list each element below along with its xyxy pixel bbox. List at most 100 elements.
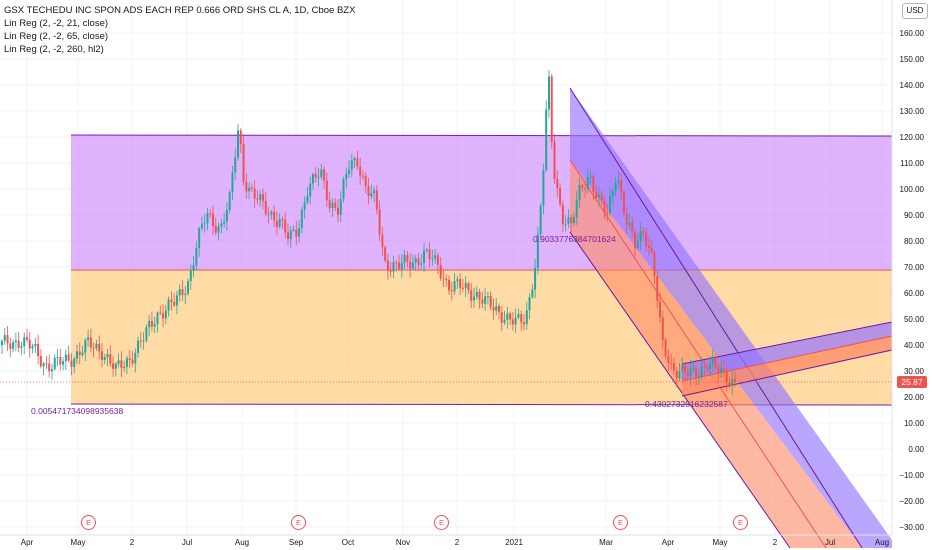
earnings-marker[interactable]: E (291, 515, 306, 530)
candle-body (436, 255, 439, 265)
candle-body (167, 299, 170, 311)
candle-body (53, 357, 56, 370)
candle-body (695, 367, 698, 378)
candle-body (334, 202, 337, 208)
candle-body (181, 289, 184, 296)
candle-body (486, 295, 489, 297)
candle-body (81, 352, 84, 356)
candle-body (464, 283, 467, 289)
candle-body (711, 358, 714, 364)
candle-body (670, 362, 673, 364)
candle-body (520, 314, 523, 323)
candle-body (706, 366, 709, 369)
candle-body (714, 358, 717, 367)
candle-body (239, 130, 242, 144)
candle-body (389, 270, 392, 272)
candle-body (539, 205, 542, 235)
down-mid-line (569, 159, 827, 549)
candle-body (348, 169, 351, 174)
candle-body (625, 213, 628, 225)
candle-body (200, 224, 203, 229)
chart-legend: GSX TECHEDU INC SPON ADS EACH REP 0.666 … (4, 4, 355, 56)
candle-body (117, 360, 120, 364)
candle-body (9, 343, 12, 349)
legend-study-1[interactable]: Lin Reg (2, -2, 21, close) (4, 18, 109, 29)
candle-body (156, 312, 159, 324)
candle-body (395, 262, 398, 264)
candle-body (12, 342, 15, 349)
candle-body (195, 247, 198, 266)
candle-body (509, 313, 512, 320)
time-tick-label: Sep (289, 538, 304, 547)
candle-body (614, 182, 617, 192)
candle-body (678, 371, 681, 379)
candle-body (650, 248, 653, 253)
linreg-channel-65[interactable] (569, 87, 892, 549)
candle-body (373, 190, 376, 194)
candle-body (386, 260, 389, 271)
time-tick-label: Apr (662, 538, 675, 547)
candle-body (320, 169, 323, 177)
candle-body (187, 281, 190, 294)
candle-body (492, 307, 495, 311)
candlestick-series[interactable] (1, 70, 736, 395)
candle-body (728, 382, 731, 386)
candle-body (398, 262, 401, 269)
candle-body (267, 214, 270, 216)
candle-body (50, 369, 53, 372)
price-tick-label: 150.00 (900, 55, 925, 64)
candle-body (189, 270, 192, 282)
legend-title[interactable]: GSX TECHEDU INC SPON ADS EACH REP 0.666 … (4, 5, 356, 16)
candle-body (28, 339, 31, 349)
candle-body (150, 320, 153, 327)
legend-study-2[interactable]: Lin Reg (2, -2, 65, close) (4, 31, 109, 42)
channel-top-line (70, 134, 893, 137)
candle-body (231, 172, 234, 193)
candle-body (89, 337, 92, 348)
time-axis[interactable]: Apr May 2 Jul Aug Sep Oct Nov 2 2021 Mar Apr May 2 Jul… (21, 538, 889, 547)
candle-body (692, 367, 695, 369)
candle-body (661, 317, 664, 340)
candle-body (100, 351, 103, 360)
candle-body (170, 299, 173, 302)
earnings-marker[interactable]: E (733, 515, 748, 530)
candle-body (489, 295, 492, 308)
candle-body (659, 301, 662, 318)
candle-body (103, 357, 106, 360)
candle-body (611, 191, 614, 197)
price-axis[interactable]: 160.00 150.00 140.00 130.00 120.00 110.00 100.… (899, 29, 924, 532)
candle-body (225, 209, 228, 222)
legend-study-3[interactable]: Lin Reg (2, -2, 260, hl2) (4, 44, 104, 55)
candle-body (442, 278, 445, 280)
earnings-marker[interactable]: E (613, 515, 628, 530)
candle-body (162, 313, 165, 319)
price-tick-label: 120.00 (900, 133, 925, 142)
corr-label-mid: 0.9033776384701624 (533, 234, 616, 244)
candle-body (478, 291, 481, 300)
price-tick-label: 80.00 (904, 237, 925, 246)
time-tick-label: 2 (455, 538, 460, 547)
channel-upper-band (71, 135, 892, 270)
candle-body (198, 228, 201, 248)
price-tick-label: 70.00 (904, 263, 925, 272)
candle-body (725, 370, 728, 383)
price-tick-label: 0.00 (908, 445, 924, 454)
down-bottom-line (569, 231, 791, 549)
candle-body (331, 202, 334, 209)
candle-body (295, 229, 298, 237)
candle-body (445, 278, 448, 280)
time-tick-label: Mar (599, 538, 613, 547)
earnings-marker[interactable]: E (81, 515, 96, 530)
time-tick-label: 2021 (505, 538, 523, 547)
candle-body (212, 213, 215, 227)
candle-body (353, 158, 356, 161)
candle-body (175, 295, 178, 306)
currency-button[interactable]: USD (902, 3, 928, 19)
candle-body (120, 360, 123, 369)
candle-body (70, 360, 73, 367)
candle-body (664, 339, 667, 357)
candle-body (647, 245, 650, 249)
earnings-marker[interactable]: E (434, 515, 449, 530)
candle-body (642, 231, 645, 233)
